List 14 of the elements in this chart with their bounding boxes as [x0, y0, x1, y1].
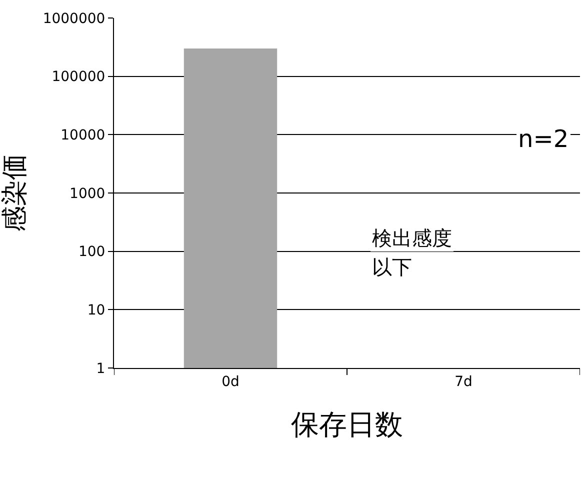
annotation: n=2 — [518, 125, 569, 153]
y-tick-label: 1 — [96, 360, 106, 377]
y-axis-title: 感染価 — [0, 154, 30, 232]
y-tick-label: 10 — [87, 302, 106, 319]
y-tick-label: 1000000 — [42, 10, 106, 27]
y-tick-label: 100000 — [52, 69, 106, 86]
x-tick-label: 0d — [222, 374, 240, 390]
x-axis-title: 保存日数 — [291, 408, 403, 441]
annotation: 以下 — [372, 255, 412, 279]
annotation: 検出感度 — [372, 226, 452, 250]
y-tick-label: 10000 — [60, 128, 106, 144]
y-tick-label: 1000 — [70, 186, 106, 202]
x-tick-label: 7d — [454, 374, 472, 390]
y-tick-label: 100 — [78, 244, 106, 260]
